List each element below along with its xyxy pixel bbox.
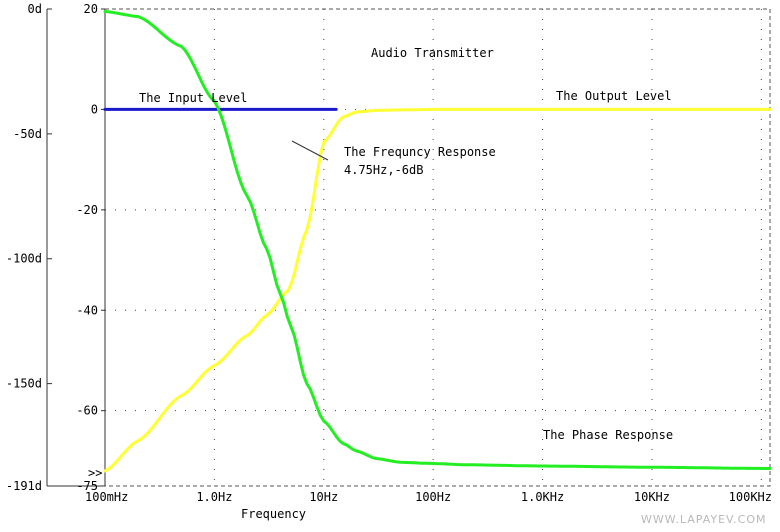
series-line-the-phase-response bbox=[103, 10, 772, 470]
series-line-the-output-level bbox=[103, 107, 772, 473]
y-tick-label: -75 bbox=[76, 479, 98, 493]
axes: 20 0 -20 -40 -60 -75 0d -50d -100d -150d -191d 100m… bbox=[6, 2, 772, 504]
watermark: WWW.LAPAYEV.COM bbox=[641, 513, 766, 526]
y-tick-label: 20 bbox=[84, 2, 98, 16]
series-group bbox=[103, 10, 772, 473]
grid bbox=[105, 9, 770, 486]
marker-arrow: >> bbox=[88, 466, 102, 480]
annotation-leader-line bbox=[291, 140, 329, 161]
y-tick-label: 0 bbox=[91, 102, 98, 116]
x-tick-label: 100KHz bbox=[729, 490, 772, 504]
x-tick-label: 100mHz bbox=[85, 490, 128, 504]
annotation-input-level: The Input Level bbox=[139, 91, 247, 105]
x-tick-label: 100Hz bbox=[415, 490, 451, 504]
chart-title: Audio Transmitter bbox=[371, 46, 494, 60]
phase-tick-label: -191d bbox=[6, 479, 42, 493]
x-axis-label: Frequency bbox=[241, 507, 306, 521]
phase-tick-label: -150d bbox=[6, 377, 42, 391]
annotation-phase-response: The Phase Response bbox=[543, 428, 673, 442]
plot-frame bbox=[104, 8, 771, 487]
phase-tick-label: -100d bbox=[6, 252, 42, 266]
phase-tick-label: -50d bbox=[13, 127, 42, 141]
x-tick-label: 1.0Hz bbox=[196, 490, 232, 504]
y-tick-label: -20 bbox=[76, 203, 98, 217]
phase-tick-label: 0d bbox=[28, 2, 42, 16]
x-tick-label: 10KHz bbox=[634, 490, 670, 504]
x-tick-label: 10Hz bbox=[309, 490, 338, 504]
x-tick-label: 1.0KHz bbox=[521, 490, 564, 504]
y-tick-label: -40 bbox=[76, 303, 98, 317]
annotation-freq-response-value: 4.75Hz,-6dB bbox=[344, 163, 423, 177]
annotation-freq-response: The Frequncy Response bbox=[344, 145, 496, 159]
annotation-output-level: The Output Level bbox=[556, 89, 672, 103]
y-tick-label: -60 bbox=[76, 404, 98, 418]
